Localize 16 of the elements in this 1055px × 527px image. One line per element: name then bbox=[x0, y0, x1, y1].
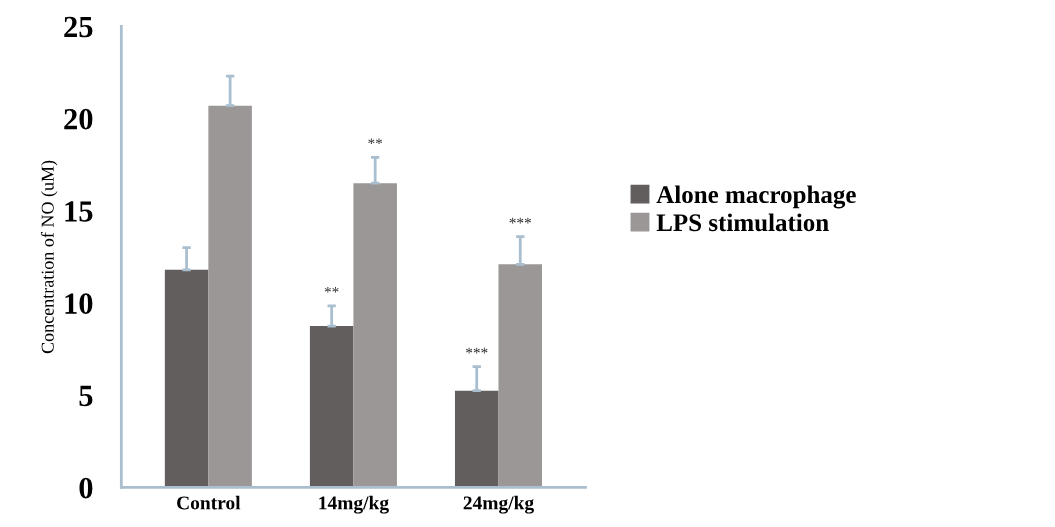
y-tick-label: 10 bbox=[65, 293, 93, 314]
y-tick-label: 20 bbox=[64, 108, 93, 130]
y-tick-label: 15 bbox=[65, 201, 93, 222]
y-tick-label: 0 bbox=[79, 477, 93, 499]
data-label: ** bbox=[368, 138, 383, 145]
x-tick-label: Control bbox=[177, 495, 241, 510]
legend-label: Alone macrophage bbox=[656, 185, 856, 209]
x-tick-label: 24mg/kg bbox=[463, 495, 534, 514]
y-tick-label: 25 bbox=[64, 16, 93, 38]
data-label: *** bbox=[509, 217, 531, 224]
legend-label: LPS stimulation bbox=[656, 213, 829, 232]
data-label: *** bbox=[466, 347, 488, 354]
x-tick-label: 14mg/kg bbox=[319, 495, 389, 514]
data-label: ** bbox=[324, 286, 339, 293]
y-axis-title: Concentration of NO (uM) bbox=[40, 160, 58, 354]
y-tick-label: 5 bbox=[79, 385, 93, 407]
